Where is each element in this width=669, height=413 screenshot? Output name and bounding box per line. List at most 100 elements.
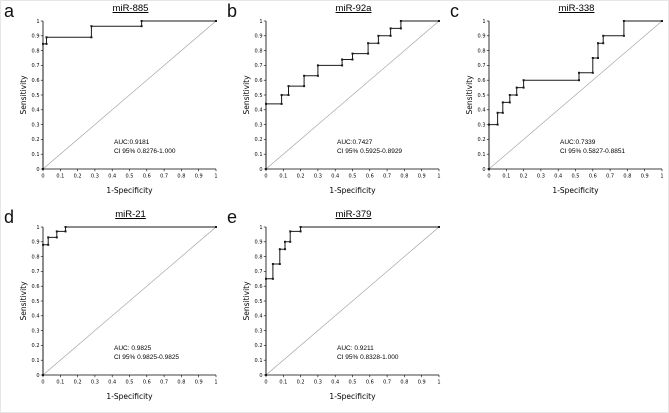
roc-panel-mir-885: a miR-885 0 0.1 0.2 0.3 0.4 0.5 0.6 0.7 0.8 0.9 1 0… [1, 1, 224, 207]
svg-text:Sensitivity: Sensitivity [465, 75, 474, 115]
svg-text:0.7: 0.7 [606, 174, 614, 180]
auc-value: AUC:0.7339 [560, 139, 596, 146]
ci-value: CI 95% 0.9825-0.9825 [114, 353, 180, 361]
svg-text:1: 1 [259, 225, 262, 231]
svg-text:0.7: 0.7 [383, 174, 391, 180]
svg-text:0.8: 0.8 [32, 48, 40, 54]
svg-text:0.3: 0.3 [32, 122, 40, 128]
svg-text:0: 0 [41, 174, 44, 180]
svg-text:0.4: 0.4 [554, 174, 562, 180]
svg-text:0.6: 0.6 [255, 284, 263, 290]
svg-text:0: 0 [487, 174, 490, 180]
svg-text:1-Specificity: 1-Specificity [329, 392, 376, 401]
auc-annotation: AUC:0.7427 CI 95% 0.5925-0.8929 [337, 139, 402, 157]
svg-text:0.3: 0.3 [478, 122, 486, 128]
svg-text:0.8: 0.8 [478, 48, 486, 54]
svg-text:1: 1 [660, 174, 663, 180]
svg-text:0.2: 0.2 [255, 343, 263, 349]
svg-text:0.9: 0.9 [418, 174, 426, 180]
svg-text:0.7: 0.7 [383, 380, 391, 386]
svg-text:0: 0 [264, 380, 267, 386]
svg-text:0.4: 0.4 [108, 380, 116, 386]
ci-value: CI 95% 0.5827-0.8851 [560, 147, 626, 155]
svg-text:0.6: 0.6 [589, 174, 597, 180]
svg-text:0.4: 0.4 [331, 380, 339, 386]
svg-text:0.5: 0.5 [478, 93, 486, 99]
panel-letter: e [227, 207, 238, 227]
ci-value: CI 95% 0.5925-0.8929 [337, 147, 403, 155]
roc-curve-chart: 0 0.1 0.2 0.3 0.4 0.5 0.6 0.7 0.8 0.9 1 0 0.1 0.2 0.3 0… [19, 19, 218, 195]
ci-value: CI 95% 0.8328-1.000 [337, 353, 399, 361]
svg-text:0.8: 0.8 [177, 174, 185, 180]
svg-text:0.5: 0.5 [349, 174, 357, 180]
svg-text:0.5: 0.5 [126, 174, 134, 180]
svg-text:1: 1 [437, 174, 440, 180]
svg-text:Sensitivity: Sensitivity [242, 75, 251, 115]
svg-text:0.9: 0.9 [478, 34, 486, 40]
svg-text:0.8: 0.8 [255, 254, 263, 260]
svg-text:0.5: 0.5 [126, 380, 134, 386]
svg-text:1: 1 [214, 174, 217, 180]
auc-annotation: AUC: 0.9825 CI 95% 0.9825-0.9825 [114, 345, 179, 363]
svg-text:0.2: 0.2 [32, 343, 40, 349]
svg-text:0.6: 0.6 [32, 284, 40, 290]
auc-value: AUC: 0.9211 [337, 345, 374, 352]
svg-text:1: 1 [214, 380, 217, 386]
roc-panel-mir-338: c miR-338 0 0.1 0.2 0.3 0.4 0.5 0.6 0.7 0.8 0.9 1 0… [447, 1, 669, 207]
roc-curve-chart: 0 0.1 0.2 0.3 0.4 0.5 0.6 0.7 0.8 0.9 1 0 0.1 0.2 0.3 0… [19, 225, 218, 401]
svg-text:0.3: 0.3 [91, 380, 99, 386]
svg-text:0.6: 0.6 [366, 380, 374, 386]
svg-text:0.5: 0.5 [572, 174, 580, 180]
svg-text:0.2: 0.2 [297, 174, 305, 180]
svg-text:0.9: 0.9 [255, 240, 263, 246]
svg-text:0.1: 0.1 [279, 174, 287, 180]
panel-letter: b [227, 1, 238, 21]
svg-text:0.7: 0.7 [255, 63, 263, 69]
chart-title: miR-885 [112, 3, 149, 14]
roc-panel-mir-92a: b miR-92a 0 0.1 0.2 0.3 0.4 0.5 0.6 0.7 0.8 0.9 1 0… [224, 1, 447, 207]
auc-annotation: AUC: 0.9211 CI 95% 0.8328-1.000 [337, 345, 398, 363]
svg-text:0.5: 0.5 [32, 93, 40, 99]
auc-value: AUC:0.7427 [337, 139, 373, 146]
svg-text:0.2: 0.2 [74, 174, 82, 180]
svg-text:0.4: 0.4 [108, 174, 116, 180]
svg-text:0: 0 [259, 167, 262, 173]
ci-value: CI 95% 0.8276-1.000 [114, 147, 176, 155]
svg-text:0.8: 0.8 [623, 174, 631, 180]
auc-annotation: AUC:0.7339 CI 95% 0.5827-0.8851 [560, 139, 625, 157]
panel-letter: c [450, 1, 459, 21]
auc-value: AUC:0.9181 [114, 139, 150, 146]
svg-text:0: 0 [482, 167, 485, 173]
svg-text:Sensitivity: Sensitivity [242, 281, 251, 321]
svg-text:1: 1 [259, 19, 262, 25]
svg-text:1-Specificity: 1-Specificity [329, 186, 376, 195]
svg-text:0.2: 0.2 [520, 174, 528, 180]
svg-text:0.8: 0.8 [400, 174, 408, 180]
svg-text:0.2: 0.2 [255, 137, 263, 143]
svg-text:0.1: 0.1 [32, 358, 40, 364]
svg-text:0.6: 0.6 [32, 78, 40, 84]
svg-text:0.4: 0.4 [255, 108, 263, 114]
roc-curve-chart: 0 0.1 0.2 0.3 0.4 0.5 0.6 0.7 0.8 0.9 1 0 0.1 0.2 0.3 0… [465, 19, 664, 195]
svg-text:0.4: 0.4 [255, 314, 263, 320]
svg-text:0.4: 0.4 [32, 108, 40, 114]
svg-text:0.2: 0.2 [297, 380, 305, 386]
svg-text:0.4: 0.4 [478, 108, 486, 114]
svg-text:0.7: 0.7 [160, 174, 168, 180]
svg-text:0.6: 0.6 [143, 174, 151, 180]
svg-text:0.9: 0.9 [32, 240, 40, 246]
svg-text:0.6: 0.6 [478, 78, 486, 84]
plot-area: miR-885 0 0.1 0.2 0.3 0.4 0.5 0.6 0.7 0.8 0.9 1 0 0.… [17, 3, 222, 197]
panel-letter: d [4, 207, 15, 227]
svg-text:0.6: 0.6 [366, 174, 374, 180]
svg-text:0.9: 0.9 [641, 174, 649, 180]
svg-text:1: 1 [36, 225, 39, 231]
svg-text:0.3: 0.3 [91, 174, 99, 180]
svg-text:0.3: 0.3 [314, 380, 322, 386]
svg-text:0.1: 0.1 [255, 152, 263, 158]
svg-text:0.7: 0.7 [255, 269, 263, 275]
svg-text:1-Specificity: 1-Specificity [552, 186, 599, 195]
auc-annotation: AUC:0.9181 CI 95% 0.8276-1.000 [114, 139, 175, 157]
roc-curve-chart: 0 0.1 0.2 0.3 0.4 0.5 0.6 0.7 0.8 0.9 1 0 0.1 0.2 0.3 0… [242, 225, 441, 401]
